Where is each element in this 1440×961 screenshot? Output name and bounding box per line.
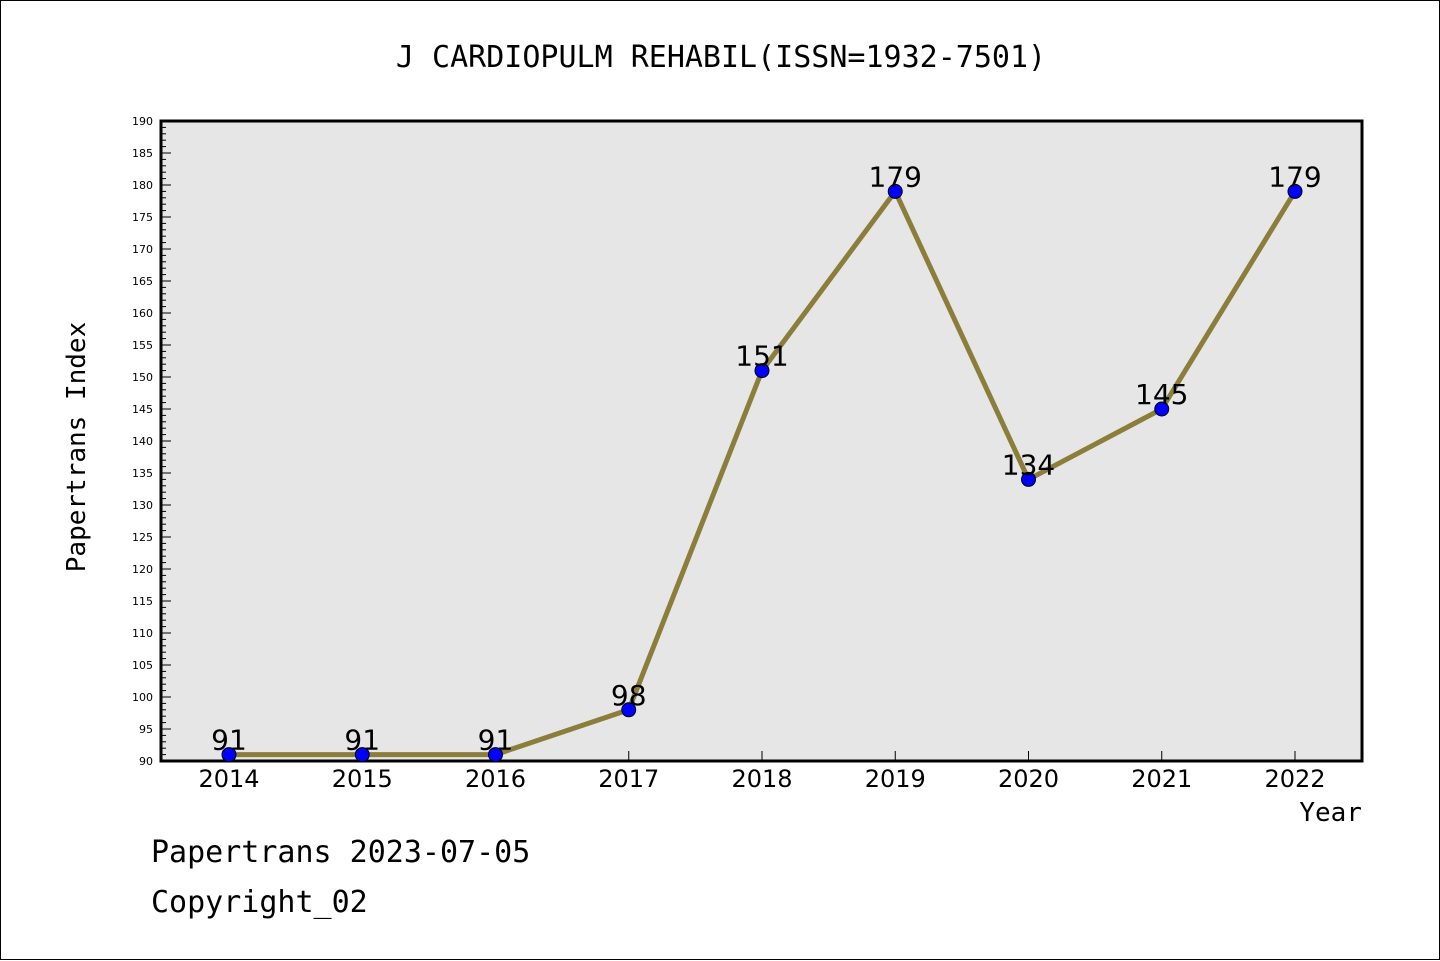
y-tick-label: 130 <box>132 499 153 512</box>
chart-title: J CARDIOPULM REHABIL(ISSN=1932-7501) <box>396 40 1046 75</box>
data-label: 179 <box>1268 160 1321 193</box>
data-point-marker <box>1021 471 1036 487</box>
x-tick-label: 2016 <box>465 765 526 793</box>
y-tick-label: 165 <box>132 275 153 288</box>
x-tick-label: 2019 <box>865 765 926 793</box>
y-tick-label: 175 <box>132 211 153 224</box>
data-point-marker <box>354 747 370 763</box>
y-tick-label: 180 <box>132 179 153 192</box>
marker-group <box>221 183 1303 763</box>
y-axis: 90 95 100 105 110 115 120 125 130 135 140 145 150 155… <box>132 115 171 768</box>
data-point-marker <box>1154 401 1170 417</box>
x-tick-label: 2020 <box>998 765 1059 793</box>
y-tick-label: 160 <box>132 307 153 320</box>
y-tick-label: 140 <box>132 435 153 448</box>
plot-area <box>159 119 1364 763</box>
data-point-marker <box>887 183 903 199</box>
x-tick-label: 2021 <box>1131 765 1192 793</box>
x-tick-label: 2017 <box>598 765 659 793</box>
data-label: 91 <box>478 724 514 757</box>
data-point-marker <box>1287 183 1303 199</box>
data-point-marker <box>221 747 237 763</box>
y-tick-label: 135 <box>132 467 153 480</box>
data-label: 98 <box>611 679 647 712</box>
footer-copyright: Copyright_02 <box>151 885 368 920</box>
x-tick-label: 2014 <box>198 765 259 793</box>
data-label: 134 <box>1002 448 1055 481</box>
x-tick-label: 2018 <box>731 765 792 793</box>
y-tick-label: 95 <box>139 723 153 736</box>
y-tick-label: 100 <box>132 691 153 704</box>
x-axis: 2014 2015 2016 2017 2018 2019 2020 2021 2022 <box>198 751 1326 793</box>
y-tick-label: 120 <box>132 563 153 576</box>
x-tick-label: 2015 <box>332 765 393 793</box>
data-point-marker <box>754 363 770 379</box>
y-tick-label: 190 <box>132 115 153 128</box>
y-tick-label: 105 <box>132 659 153 672</box>
footer-date: Papertrans 2023-07-05 <box>151 835 531 870</box>
x-tick-label: 2022 <box>1264 765 1325 793</box>
data-point-marker <box>621 702 637 718</box>
y-tick-label: 125 <box>132 531 153 544</box>
y-tick-label: 90 <box>139 755 153 768</box>
data-label: 145 <box>1135 378 1188 411</box>
y-tick-label: 115 <box>132 595 153 608</box>
y-tick-label: 145 <box>132 403 153 416</box>
y-tick-label: 150 <box>132 371 153 384</box>
y-tick-label: 155 <box>132 339 153 352</box>
y-tick-label: 185 <box>132 147 153 160</box>
data-label: 179 <box>869 160 922 193</box>
y-axis-label: Papertrans Index <box>62 322 92 572</box>
data-point-marker <box>488 747 503 763</box>
data-label-group: 91 91 91 98 151 179 134 145 179 <box>211 160 1322 756</box>
data-label: 151 <box>735 340 788 373</box>
data-label: 91 <box>344 724 380 757</box>
data-label: 91 <box>211 724 247 757</box>
y-tick-label: 110 <box>132 627 153 640</box>
x-axis-label: Year <box>1299 798 1362 828</box>
y-tick-label: 170 <box>132 243 153 256</box>
